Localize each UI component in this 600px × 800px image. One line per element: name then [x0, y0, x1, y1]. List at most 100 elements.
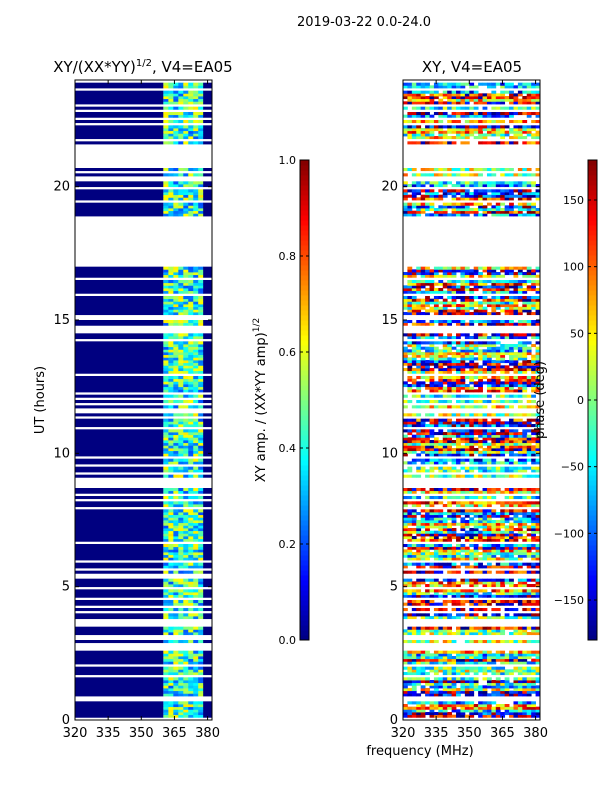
- phase-cell: [517, 432, 523, 436]
- amplitude-cell: [173, 98, 179, 102]
- amplitude-cell: [188, 461, 194, 465]
- amplitude-cell: [203, 557, 212, 561]
- phase-cell: [469, 304, 475, 308]
- phase-cell: [425, 656, 430, 660]
- phase-cell: [509, 349, 514, 353]
- amplitude-cell: [188, 274, 194, 278]
- phase-cell: [491, 378, 497, 382]
- phase-cell: [486, 266, 492, 270]
- amplitude-cell: [178, 141, 184, 145]
- amplitude-cell: [203, 418, 212, 422]
- phase-cell: [495, 658, 501, 662]
- phase-cell: [531, 714, 536, 718]
- amplitude-cell: [203, 429, 212, 433]
- amplitude-cell: [188, 384, 194, 388]
- phase-cell: [531, 344, 536, 348]
- amplitude-cell: [203, 666, 212, 670]
- phase-cell: [407, 690, 413, 694]
- phase-cell: [491, 669, 497, 673]
- phase-cell: [495, 538, 501, 542]
- amplitude-cell: [168, 685, 174, 689]
- phase-cell: [420, 522, 426, 526]
- phase-cell: [460, 381, 466, 385]
- amplitude-cell: [203, 632, 212, 636]
- phase-cell: [411, 706, 417, 710]
- phase-cell: [411, 546, 417, 550]
- amplitude-cell: [203, 354, 212, 358]
- phase-cell: [433, 448, 439, 452]
- phase-cell: [429, 370, 435, 374]
- amplitude-cell: [178, 306, 184, 310]
- phase-cell: [429, 344, 435, 348]
- phase-cell: [513, 440, 519, 444]
- phase-cell: [442, 488, 448, 492]
- phase-cell: [451, 608, 457, 612]
- amplitude-cell: [163, 546, 169, 550]
- phase-cell: [473, 266, 479, 270]
- amplitude-cell: [203, 608, 212, 612]
- amplitude-cell: [193, 469, 199, 473]
- phase-cell: [522, 357, 528, 361]
- phase-cell: [407, 378, 413, 382]
- phase-cell: [420, 394, 426, 398]
- phase-cell: [513, 709, 519, 713]
- phase-cell: [447, 458, 453, 462]
- amplitude-cell: [193, 282, 199, 286]
- amplitude-cell: [75, 488, 164, 492]
- phase-cell: [429, 490, 435, 494]
- phase-cell: [429, 514, 435, 518]
- phase-cell: [495, 381, 501, 385]
- phase-cell: [482, 370, 488, 374]
- amplitude-cell: [168, 189, 174, 193]
- phase-cell: [509, 608, 514, 612]
- amplitude-cell: [183, 202, 189, 206]
- phase-cell: [438, 368, 444, 372]
- phase-cell: [513, 469, 519, 473]
- phase-cell: [504, 469, 510, 473]
- phase-cell: [429, 584, 435, 588]
- phase-cell: [425, 352, 430, 356]
- phase-cell: [482, 504, 488, 508]
- phase-cell: [433, 474, 439, 478]
- phase-cell: [403, 693, 408, 697]
- phase-cell: [495, 445, 501, 449]
- phase-cell: [509, 672, 514, 676]
- amplitude-cell: [163, 640, 169, 644]
- phase-cell: [456, 306, 461, 310]
- phase-cell: [473, 629, 479, 633]
- amplitude-cell: [178, 701, 184, 705]
- amplitude-cell: [198, 120, 204, 124]
- phase-cell: [411, 296, 417, 300]
- phase-cell: [517, 533, 523, 537]
- amplitude-cell: [163, 341, 169, 345]
- phase-cell: [535, 386, 541, 390]
- phase-cell: [513, 429, 519, 433]
- phase-cell: [526, 554, 532, 558]
- phase-cell: [535, 432, 541, 436]
- phase-cell: [504, 509, 510, 513]
- phase-cell: [469, 512, 475, 516]
- phase-cell: [469, 341, 475, 345]
- phase-cell: [411, 672, 417, 676]
- phase-cell: [438, 685, 444, 689]
- phase-cell: [473, 504, 479, 508]
- phase-cell: [416, 706, 422, 710]
- phase-cell: [429, 712, 435, 716]
- amplitude-cell: [183, 685, 189, 689]
- phase-cell: [460, 341, 466, 345]
- phase-cell: [407, 549, 413, 553]
- phase-cell: [478, 306, 483, 310]
- phase-cell: [517, 600, 523, 604]
- phase-cell: [456, 389, 461, 393]
- phase-cell: [438, 632, 444, 636]
- phase-cell: [500, 557, 506, 561]
- phase-cell: [486, 533, 492, 537]
- phase-cell: [535, 504, 541, 508]
- phase-cell: [442, 530, 448, 534]
- phase-cell: [509, 626, 514, 630]
- phase-cell: [425, 584, 430, 588]
- phase-cell: [522, 362, 528, 366]
- phase-cell: [456, 381, 461, 385]
- phase-cell: [411, 362, 417, 366]
- amplitude-cell: [193, 712, 199, 716]
